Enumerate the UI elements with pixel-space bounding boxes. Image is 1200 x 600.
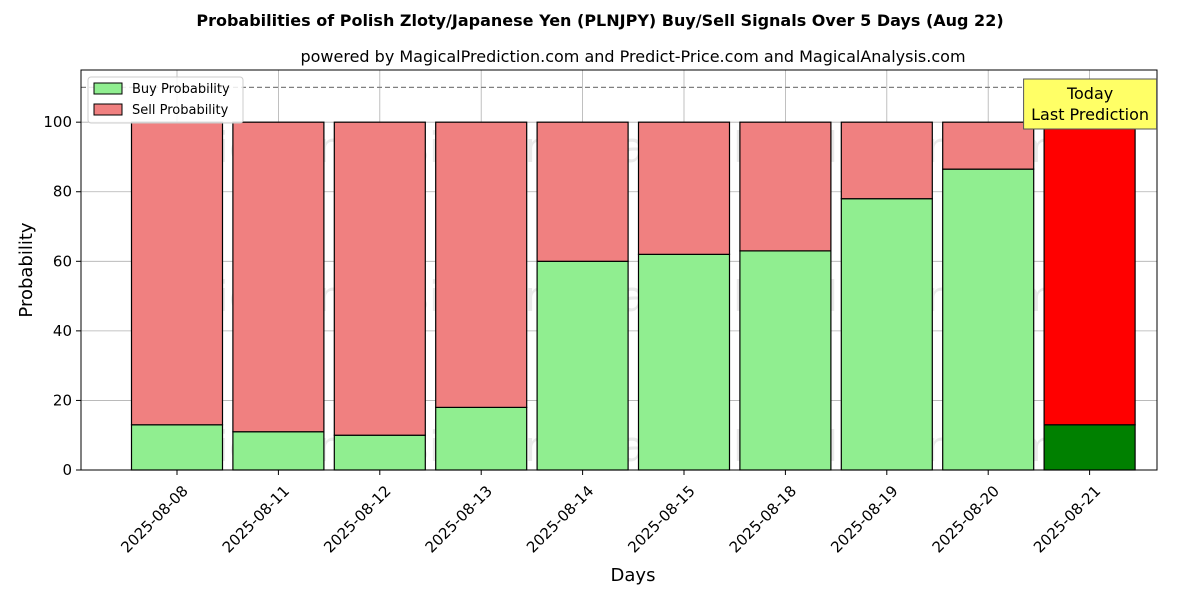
chart-subtitle: powered by MagicalPrediction.com and Pre… xyxy=(300,47,965,66)
x-axis-label: Days xyxy=(611,565,656,586)
y-tick-label: 80 xyxy=(53,183,72,201)
sell-bar xyxy=(942,121,1035,170)
y-axis-label: Probability xyxy=(16,222,37,317)
legend-label: Buy Probability xyxy=(132,82,230,97)
buy-bar xyxy=(333,434,426,471)
x-tick-label: 2025-08-14 xyxy=(523,482,597,556)
buy-bar xyxy=(232,431,325,471)
legend-label: Sell Probability xyxy=(132,103,229,118)
x-tick-label: 2025-08-20 xyxy=(929,482,1003,556)
sell-bar xyxy=(637,121,731,255)
legend: Buy Probability Sell Probability xyxy=(87,76,244,124)
buy-bar xyxy=(1043,424,1136,471)
buy-bar xyxy=(637,253,731,471)
bars xyxy=(130,121,1136,471)
annotation-box xyxy=(1023,78,1158,130)
chart-title: Probabilities of Polish Zloty/Japanese Y… xyxy=(196,11,1003,30)
sell-bar xyxy=(130,121,224,426)
buy-bar xyxy=(435,406,528,471)
legend-swatch xyxy=(93,103,123,116)
buy-bar xyxy=(942,168,1035,471)
buy-bar xyxy=(130,424,224,471)
today-annotation: Today Last Prediction xyxy=(1023,78,1158,130)
x-tick-label: 2025-08-11 xyxy=(219,482,293,556)
y-tick-label: 0 xyxy=(62,461,72,479)
legend-swatch xyxy=(93,82,123,95)
x-tick-label: 2025-08-15 xyxy=(624,482,698,556)
legend-box xyxy=(87,76,244,124)
sell-bar xyxy=(739,121,832,252)
y-tick-label: 60 xyxy=(53,252,72,270)
x-tick-label: 2025-08-21 xyxy=(1030,482,1104,556)
y-tick-label: 100 xyxy=(43,113,72,131)
sell-bar xyxy=(232,121,325,433)
annotation-text: Today xyxy=(1066,84,1113,103)
buy-bar xyxy=(536,260,629,471)
sell-bar xyxy=(536,121,629,262)
y-tick-label: 20 xyxy=(53,391,72,409)
buy-bar xyxy=(840,198,933,471)
sell-bar xyxy=(435,121,528,408)
x-tick-label: 2025-08-13 xyxy=(422,482,496,556)
x-axis: 2025-08-08 2025-08-11 2025-08-12 2025-08-13… xyxy=(117,470,1104,556)
sell-bar xyxy=(1043,121,1136,426)
x-tick-label: 2025-08-18 xyxy=(726,482,800,556)
x-tick-label: 2025-08-08 xyxy=(117,482,191,556)
annotation-text: Last Prediction xyxy=(1031,105,1149,124)
plot-frame xyxy=(80,69,1158,471)
buy-bar xyxy=(739,250,832,471)
x-tick-label: 2025-08-12 xyxy=(320,482,394,556)
sell-bar xyxy=(333,121,426,436)
x-tick-label: 2025-08-19 xyxy=(827,482,901,556)
y-axis: 0 20 40 60 80 100 xyxy=(43,113,81,479)
sell-bar xyxy=(840,121,933,200)
y-tick-label: 40 xyxy=(53,322,72,340)
